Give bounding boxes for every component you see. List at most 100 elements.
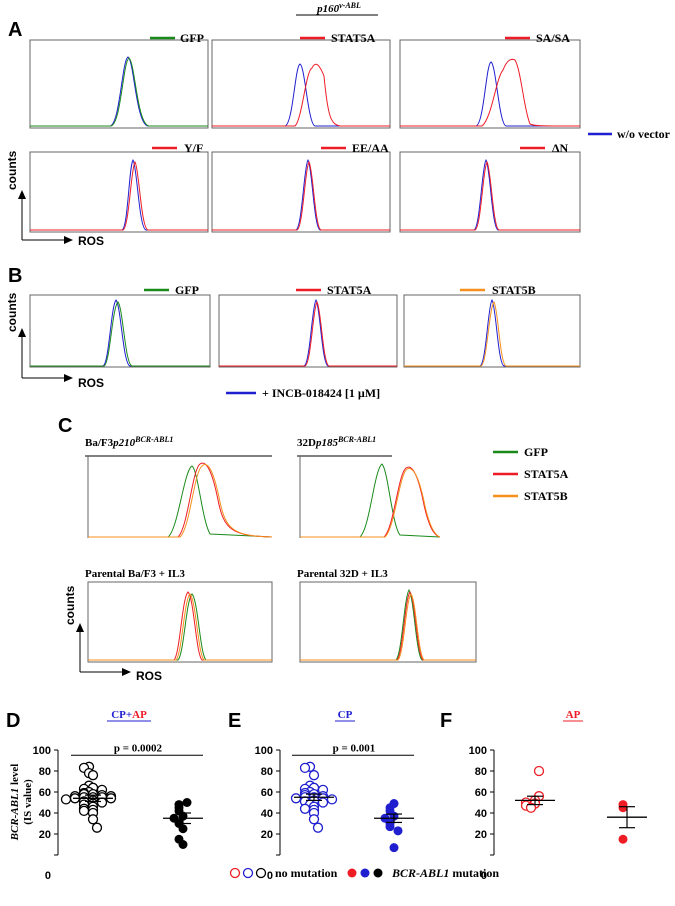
arrow-head [76, 623, 84, 632]
panel-label-d: D [6, 710, 20, 732]
data-point-mutation [389, 843, 399, 853]
y-tick-label: 0 [45, 870, 51, 882]
legend-eeaa: EE/AA [352, 141, 389, 155]
histogram-curve-green [30, 301, 210, 367]
histogram-frame [399, 39, 581, 129]
data-point-mutation [178, 824, 188, 834]
legend-stat5a: STAT5A [524, 467, 569, 481]
histogram-curve-blue [212, 159, 390, 231]
axis-label-counts: counts [5, 292, 19, 332]
data-point-no-mutation [326, 794, 338, 805]
histogram-curve-blue [30, 56, 208, 127]
data-point-no-mutation [525, 802, 537, 813]
histogram-frame [299, 581, 477, 663]
histogram-curve-orange [300, 593, 476, 661]
histogram-curve-orange [404, 301, 580, 367]
histogram-curve-blue [30, 159, 208, 231]
histogram-curve-green [300, 463, 441, 538]
data-point-no-mutation [96, 797, 108, 808]
histogram-curve-blue [400, 61, 580, 127]
histogram-frame [87, 581, 273, 663]
histogram-curve-blue [219, 299, 397, 367]
scatter-panel-f: 0 20 40 60 80 100 AP [469, 709, 647, 882]
legend-stat5b: STAT5B [492, 283, 536, 297]
panel-c-parental-baf3: Parental Ba/F3 + IL3 [85, 568, 273, 663]
histogram-frame [218, 294, 398, 368]
panel-a-eeaa: EE/AA [211, 141, 391, 233]
histogram-curve-red [88, 591, 272, 661]
y-tick-label: 60 [475, 787, 487, 799]
legend-marker-filled-red [347, 868, 357, 878]
histogram-curve-red [400, 58, 581, 127]
y-axis-label: BCR-ABL1 level [9, 764, 21, 842]
panel-a-deltan: ΔN [399, 141, 581, 233]
y-tick-label: 100 [255, 745, 273, 757]
histogram-curve-red [400, 161, 580, 231]
data-point-no-mutation [308, 814, 320, 825]
y-tick-label: 20 [475, 829, 487, 841]
y-tick-label: 60 [39, 787, 51, 799]
y-tick-label: 40 [39, 808, 51, 820]
histogram-curve-red [300, 591, 476, 661]
histogram-curve-green [88, 465, 273, 538]
panel-a-stat5a: STAT5A [211, 31, 391, 129]
y-tick-label: 20 [39, 829, 51, 841]
panel-a-yf: Y/F [29, 141, 209, 233]
legend-gfp: GFP [180, 31, 204, 45]
histogram-curve-red [219, 301, 397, 367]
legend-stat5b: STAT5B [524, 489, 568, 503]
histogram-curve-green [88, 593, 272, 661]
data-point-no-mutation [533, 765, 545, 777]
histogram-frame [29, 151, 209, 233]
histogram-frame [403, 294, 581, 368]
legend-incb: + INCB-018424 [1 µM] [262, 386, 380, 400]
data-point-no-mutation [308, 770, 320, 781]
y-tick-label: 80 [261, 766, 273, 778]
legend-marker-filled-blue [360, 868, 370, 878]
panel-label-a: A [8, 19, 22, 41]
data-point-mutation [618, 803, 628, 813]
arrow-head [18, 328, 26, 337]
panel-c-baf3-p210: Ba/F3p210BCR-ABL1 [85, 435, 273, 538]
data-point-mutation [618, 834, 628, 844]
axis-label-counts: counts [5, 150, 19, 190]
y-tick-label: 0 [481, 870, 487, 882]
histogram-curve-blue [30, 299, 210, 367]
data-point-no-mutation [87, 770, 99, 781]
legend-deltan: ΔN [552, 141, 569, 155]
y-tick-label: 80 [475, 766, 487, 778]
legend-marker-filled-black [373, 868, 383, 878]
histogram-curve-blue [212, 63, 390, 127]
y-tick-label: 20 [261, 829, 273, 841]
y-tick-label: 40 [261, 808, 273, 820]
panel-label-c: C [58, 415, 72, 437]
panel-c-legend: GFP STAT5A STAT5B [493, 445, 569, 503]
panel-c-32d-p185: 32Dp185BCR-ABL1 [297, 435, 441, 538]
panel-label-b: B [8, 265, 22, 287]
panel-c-parental-32d: Parental 32D + IL3 [297, 568, 477, 663]
y-axis-label-line2: (IS value) [22, 779, 34, 825]
scatter-plots: 0 20 40 60 80 100 CP+AP BCR-ABL1 level(IS value… [9, 709, 647, 882]
legend-gfp: GFP [524, 445, 548, 459]
data-point-mutation [178, 840, 188, 849]
histogram-curve-orange [88, 593, 272, 661]
histogram-frame [211, 151, 391, 233]
arrow-head [18, 190, 26, 199]
arrow-head [122, 668, 131, 676]
panel-title: AP [566, 709, 581, 721]
panel-label-e: E [228, 710, 241, 732]
axis-label-ros: ROS [78, 234, 104, 248]
legend-stat5a: STAT5A [327, 283, 372, 297]
axis-label-counts: counts [63, 585, 77, 625]
legend-mutation: BCR-ABL1 mutation [391, 866, 499, 880]
legend-marker-open-black [255, 867, 267, 879]
data-point-mutation [393, 826, 403, 836]
axis-label-ros: ROS [136, 669, 162, 683]
histogram-curve-red [212, 63, 390, 127]
panel-title: CP [338, 709, 353, 721]
histogram-title: 32Dp185BCR-ABL1 [297, 435, 376, 449]
legend-no-mutation: no mutation [275, 866, 338, 880]
histogram-frame [29, 39, 209, 129]
y-tick-label: 100 [33, 745, 51, 757]
legend-sasa: SA/SA [536, 31, 570, 45]
